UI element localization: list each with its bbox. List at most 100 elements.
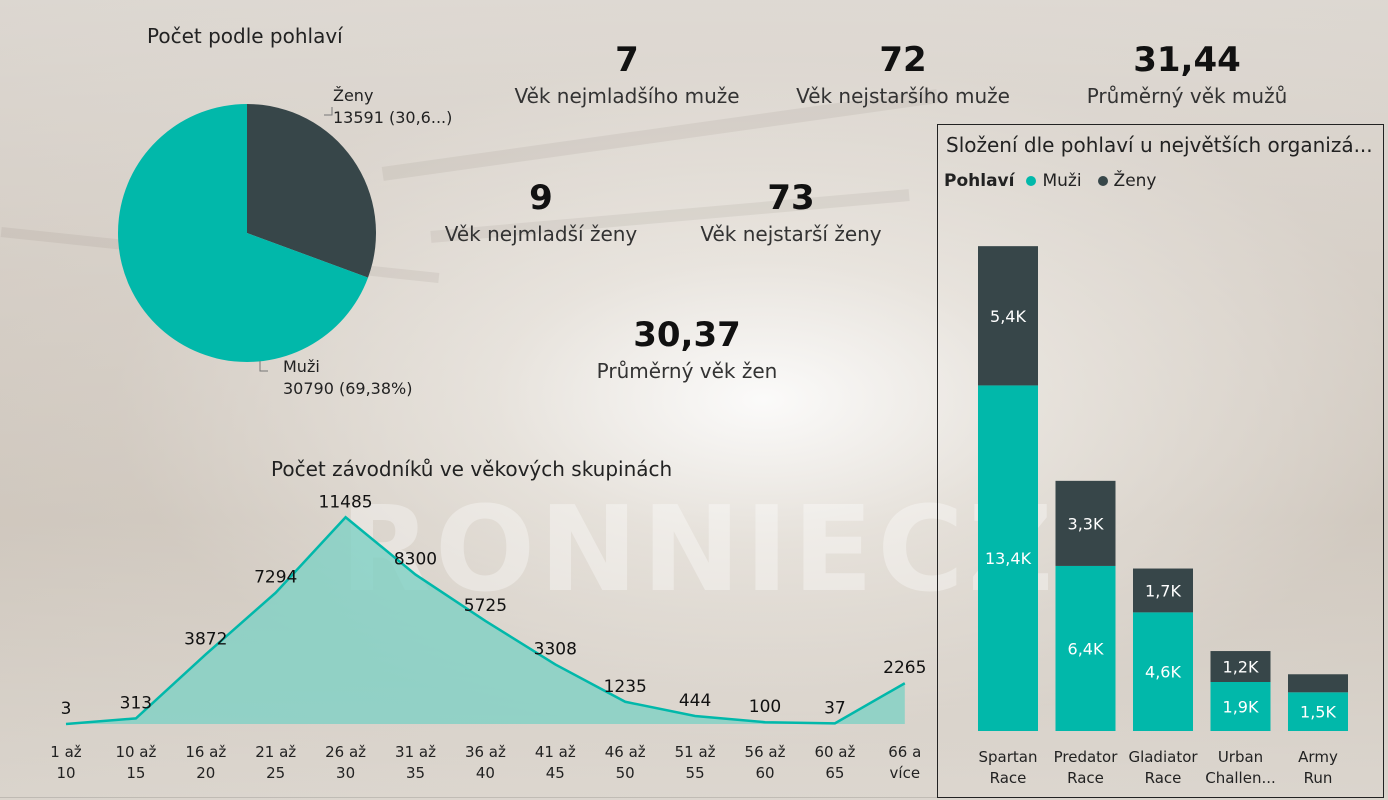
- bar-data-label-men: 1,9K: [1223, 698, 1259, 717]
- area-x-tick-label: 60 až: [814, 743, 855, 761]
- kpi-label: Věk nejmladší ženy: [444, 222, 638, 246]
- kpi-youngest-woman[interactable]: 9 Věk nejmladší ženy: [414, 178, 668, 246]
- area-data-label: 37: [824, 698, 846, 718]
- bar-x-tick-label: Race: [1145, 769, 1182, 787]
- kpi-value: 7: [615, 40, 639, 80]
- kpi-average-age-women[interactable]: 30,37 Průměrný věk žen: [560, 315, 814, 383]
- area-x-tick-label: 21 až: [255, 743, 296, 761]
- pie-label-women-value: 13591 (30,6...): [333, 108, 453, 127]
- area-x-tick-label: více: [890, 764, 921, 782]
- bar-x-tick-label: Army: [1298, 748, 1338, 766]
- area-x-tick-label: 66 a: [888, 743, 921, 761]
- bar-segment-women[interactable]: [1210, 651, 1271, 682]
- area-data-label: 5725: [464, 596, 507, 616]
- area-data-label: 11485: [319, 492, 373, 512]
- pie-leader-line-women: [324, 107, 333, 116]
- area-x-tick-label: 20: [196, 764, 215, 782]
- pie-label-women: Ženy 13591 (30,6...): [333, 85, 452, 129]
- kpi-label: Věk nejmladšího muže: [514, 84, 740, 108]
- area-data-label: 3308: [534, 639, 577, 659]
- bar-data-label-women: 3,3K: [1068, 514, 1104, 533]
- bar-chart-legend: Pohlaví Muži Ženy: [944, 171, 1157, 191]
- bar-data-label-men: 1,5K: [1300, 703, 1336, 722]
- area-x-tick-label: 46 až: [605, 743, 646, 761]
- bar-segment-women[interactable]: [1288, 674, 1348, 693]
- legend-dot-women: [1097, 176, 1108, 186]
- pie-slice-women[interactable]: [247, 104, 376, 278]
- kpi-average-age-men[interactable]: 31,44 Průměrný věk mužů: [1060, 40, 1314, 108]
- area-x-tick-label: 60: [755, 764, 774, 782]
- kpi-label: Průměrný věk mužů: [1086, 84, 1288, 108]
- gender-pie-chart[interactable]: [100, 85, 400, 385]
- bar-segment-men[interactable]: [1210, 682, 1271, 731]
- kpi-value: 73: [767, 178, 815, 218]
- kpi-youngest-man[interactable]: 7 Věk nejmladšího muže: [500, 40, 754, 108]
- bar-x-tick-label: Gladiator: [1128, 748, 1198, 766]
- bar-segment-men[interactable]: [1288, 692, 1348, 731]
- kpi-value: 9: [529, 178, 553, 218]
- area-x-tick-label: 10: [56, 764, 75, 782]
- area-x-tick-label: 26 až: [325, 743, 366, 761]
- legend-dot-men: [1026, 176, 1037, 186]
- area-x-tick-label: 31 až: [395, 743, 436, 761]
- area-data-label: 1235: [604, 677, 647, 697]
- area-x-tick-label: 36 až: [465, 743, 506, 761]
- bar-x-tick-label: Race: [990, 769, 1027, 787]
- kpi-oldest-woman[interactable]: 73 Věk nejstarší ženy: [664, 178, 918, 246]
- area-x-tick-label: 65: [825, 764, 844, 782]
- bar-x-tick-label: Spartan: [979, 748, 1038, 766]
- bar-data-label-women: 1,2K: [1223, 658, 1259, 677]
- legend-label-women[interactable]: Ženy: [1113, 171, 1157, 191]
- legend-title: Pohlaví: [944, 171, 1015, 191]
- bar-x-tick-label: Race: [1067, 769, 1104, 787]
- area-fill: [66, 517, 905, 724]
- pie-slice-men[interactable]: [117, 104, 369, 362]
- kpi-label: Věk nejstarší ženy: [700, 222, 882, 246]
- kpi-oldest-man[interactable]: 72 Věk nejstaršího muže: [776, 40, 1030, 108]
- bar-segment-women[interactable]: [1133, 568, 1193, 613]
- area-x-tick-label: 41 až: [535, 743, 576, 761]
- stacked-bar-chart[interactable]: 13,4K 5,4K Spartan Race 6,4K 3,3K Predator Race…: [938, 125, 1382, 797]
- area-data-label: 7294: [254, 568, 297, 588]
- bar-segment-men[interactable]: [1133, 612, 1193, 731]
- kpi-value: 30,37: [633, 315, 741, 355]
- bar-segment-men[interactable]: [978, 385, 1038, 731]
- kpi-label: Průměrný věk žen: [596, 359, 778, 383]
- bar-segment-women[interactable]: [978, 246, 1038, 386]
- area-x-tick-label: 56 až: [745, 743, 786, 761]
- area-data-label: 8300: [394, 550, 437, 570]
- pie-label-women-name: Ženy: [333, 86, 374, 105]
- area-chart-title: Počet závodníků ve věkových skupinách: [271, 457, 673, 481]
- area-x-tick-label: 10 až: [115, 743, 156, 761]
- area-data-label: 3872: [184, 629, 227, 649]
- bar-segment-women[interactable]: [1055, 480, 1116, 566]
- area-x-tick-label: 50: [616, 764, 635, 782]
- bar-data-label-women: 5,4K: [990, 307, 1026, 326]
- area-x-tick-label: 55: [686, 764, 705, 782]
- bar-chart-title: Složení dle pohlaví u největších organiz…: [946, 133, 1373, 157]
- area-x-tick-label: 15: [126, 764, 145, 782]
- area-x-tick-label: 45: [546, 764, 565, 782]
- area-x-tick-label: 30: [336, 764, 355, 782]
- legend-label-men[interactable]: Muži: [1042, 171, 1082, 191]
- area-chart-baseline: [0, 797, 937, 798]
- area-x-tick-label: 25: [266, 764, 285, 782]
- kpi-value: 31,44: [1133, 40, 1241, 80]
- bar-data-label-women: 1,7K: [1145, 581, 1181, 600]
- area-data-label: 100: [749, 697, 781, 717]
- area-data-label: 2265: [883, 658, 926, 678]
- bar-segment-men[interactable]: [1055, 565, 1116, 731]
- bar-x-tick-label: Predator: [1054, 748, 1119, 766]
- bar-data-label-men: 13,4K: [985, 549, 1032, 568]
- organizer-gender-bar-panel[interactable]: Složení dle pohlaví u největších organiz…: [937, 124, 1384, 798]
- pie-leader-line-men: [259, 361, 268, 372]
- area-x-tick-label: 1 až: [50, 743, 82, 761]
- pie-label-men-value: 30790 (69,38%): [283, 379, 413, 398]
- area-data-label: 313: [120, 693, 152, 713]
- area-x-tick-label: 16 až: [185, 743, 226, 761]
- area-x-tick-label: 40: [476, 764, 495, 782]
- pie-label-men-name: Muži: [283, 357, 320, 376]
- area-data-label: 3: [61, 699, 72, 719]
- bar-x-tick-label: Run: [1304, 769, 1333, 787]
